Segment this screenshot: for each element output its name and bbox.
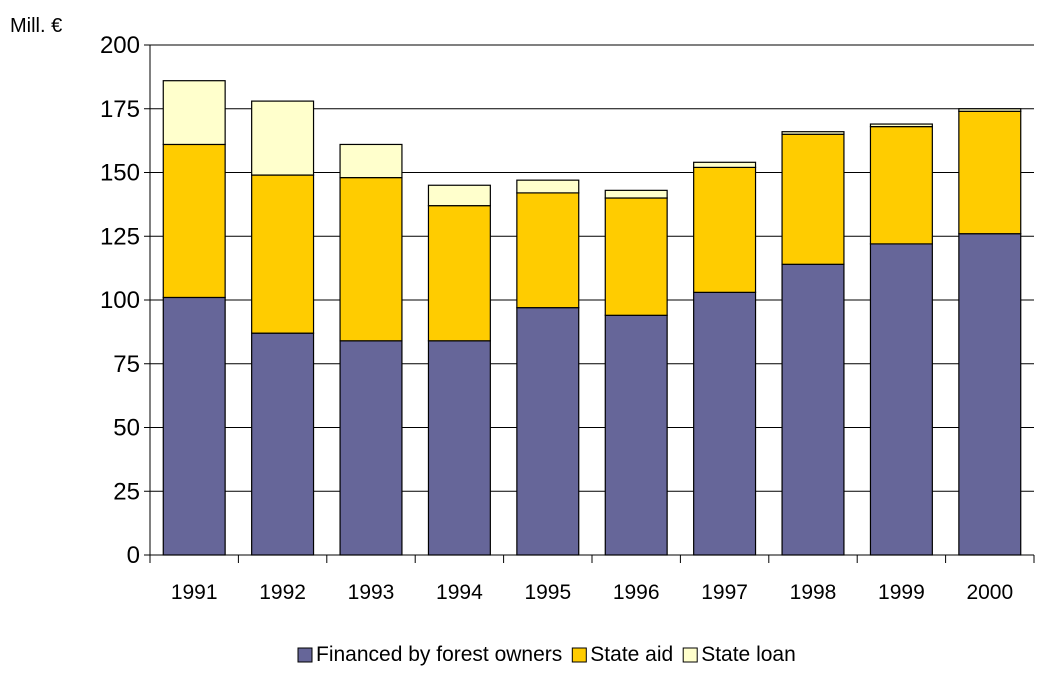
bar-1995-series-0 (516, 307, 580, 556)
y-tick-label-25: 25 (113, 478, 140, 505)
bar-1997-series-1 (693, 166, 757, 293)
legend-swatch-0 (297, 647, 313, 663)
bar-1993-series-1 (339, 177, 403, 342)
bar-1993-series-2 (339, 143, 403, 179)
bar-1997-series-2 (693, 161, 757, 169)
y-tick-label-50: 50 (113, 415, 140, 442)
x-tick-label-1992: 1992 (259, 581, 306, 604)
bars (162, 80, 1022, 556)
x-tick-label-1994: 1994 (436, 581, 483, 604)
x-tick-label-1997: 1997 (701, 581, 748, 604)
x-tick-label-1995: 1995 (524, 581, 571, 604)
bar-1999-series-1 (869, 125, 933, 245)
bar-1999-series-0 (869, 243, 933, 556)
x-tick-label-1999: 1999 (878, 581, 925, 604)
bar-1997-series-0 (693, 291, 757, 556)
bar-1999-series-2 (869, 123, 933, 128)
legend-swatch-1 (571, 647, 587, 663)
bar-1995-series-2 (516, 179, 580, 194)
bar-1996-series-0 (604, 314, 668, 556)
bar-1991-series-2 (162, 80, 226, 146)
bar-1995-series-1 (516, 192, 580, 309)
bar-1993-series-0 (339, 340, 403, 556)
x-tick-label-2000: 2000 (966, 581, 1013, 604)
bar-1996-series-2 (604, 189, 668, 199)
bar-1991-series-0 (162, 296, 226, 556)
axes: 0 25 50 75 100 125 150 175 200 1991 1992 1993 1994 19… (100, 32, 1035, 604)
x-tick-label-1996: 1996 (613, 581, 660, 604)
x-tick-label-1991: 1991 (171, 581, 218, 604)
y-tick-label-175: 175 (100, 96, 140, 123)
y-tick-label-100: 100 (100, 287, 140, 314)
bar-2000-series-0 (958, 233, 1022, 556)
bar-1992-series-2 (251, 100, 315, 176)
bar-1992-series-0 (251, 332, 315, 556)
y-tick-label-75: 75 (113, 351, 140, 378)
legend-label-0: Financed by forest owners (316, 643, 562, 666)
bar-1992-series-1 (251, 174, 315, 334)
bar-2000-series-2 (958, 108, 1022, 112)
bar-1994-series-2 (427, 184, 491, 207)
legend-label-1: State aid (590, 643, 673, 666)
bar-1994-series-0 (427, 340, 491, 556)
y-tick-label-0: 0 (127, 542, 140, 569)
y-tick-label-150: 150 (100, 160, 140, 187)
bar-1998-series-1 (781, 133, 845, 265)
x-tick-label-1993: 1993 (348, 581, 395, 604)
bar-2000-series-1 (958, 110, 1022, 235)
legend-label-2: State loan (701, 643, 796, 666)
y-tick-label-200: 200 (100, 32, 140, 59)
bar-1991-series-1 (162, 143, 226, 299)
bar-1996-series-1 (604, 197, 668, 316)
y-tick-label-125: 125 (100, 223, 140, 250)
bar-1994-series-1 (427, 205, 491, 342)
bar-1998-series-2 (781, 131, 845, 135)
legend-swatch-2 (682, 647, 698, 663)
y-axis-title: Mill. € (10, 15, 62, 37)
bar-1998-series-0 (781, 263, 845, 556)
legend: Financed by forest owners State aid State … (297, 643, 796, 666)
x-tick-label-1998: 1998 (790, 581, 837, 604)
